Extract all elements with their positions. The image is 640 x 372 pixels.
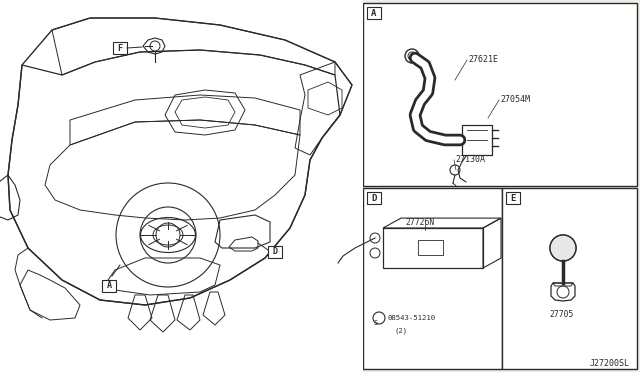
Text: 08543-51210: 08543-51210: [388, 315, 436, 321]
Bar: [363, 188, 502, 369]
Bar: [363, 3, 637, 186]
Text: 27705: 27705: [549, 310, 573, 319]
Text: 27054M: 27054M: [500, 95, 530, 104]
Bar: [0, 0, 363, 372]
Bar: [462, 125, 492, 155]
Bar: [418, 240, 443, 255]
Text: D: D: [371, 193, 377, 202]
Text: (2): (2): [395, 328, 408, 334]
Text: A: A: [371, 9, 377, 17]
Text: 27621E: 27621E: [468, 55, 498, 64]
Bar: [268, 246, 282, 258]
Text: F: F: [118, 44, 122, 52]
Bar: [367, 7, 381, 19]
Bar: [502, 188, 637, 369]
Bar: [506, 192, 520, 204]
Circle shape: [550, 235, 576, 261]
Text: J27200SL: J27200SL: [590, 359, 630, 368]
Text: 27130A: 27130A: [455, 155, 485, 164]
Text: A: A: [106, 282, 111, 291]
Text: E: E: [510, 193, 516, 202]
Bar: [102, 280, 116, 292]
Bar: [113, 42, 127, 54]
Text: S: S: [374, 320, 378, 326]
Text: D: D: [273, 247, 278, 257]
Bar: [367, 192, 381, 204]
Text: 27726N: 27726N: [405, 218, 435, 227]
